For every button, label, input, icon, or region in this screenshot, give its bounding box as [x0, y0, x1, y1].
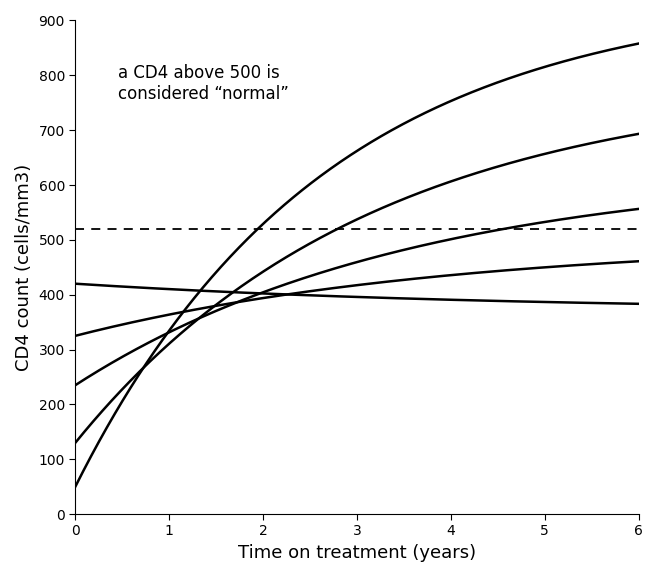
Y-axis label: CD4 count (cells/mm3): CD4 count (cells/mm3): [15, 164, 33, 371]
Text: a CD4 above 500 is
considered “normal”: a CD4 above 500 is considered “normal”: [118, 65, 288, 103]
X-axis label: Time on treatment (years): Time on treatment (years): [238, 544, 476, 562]
